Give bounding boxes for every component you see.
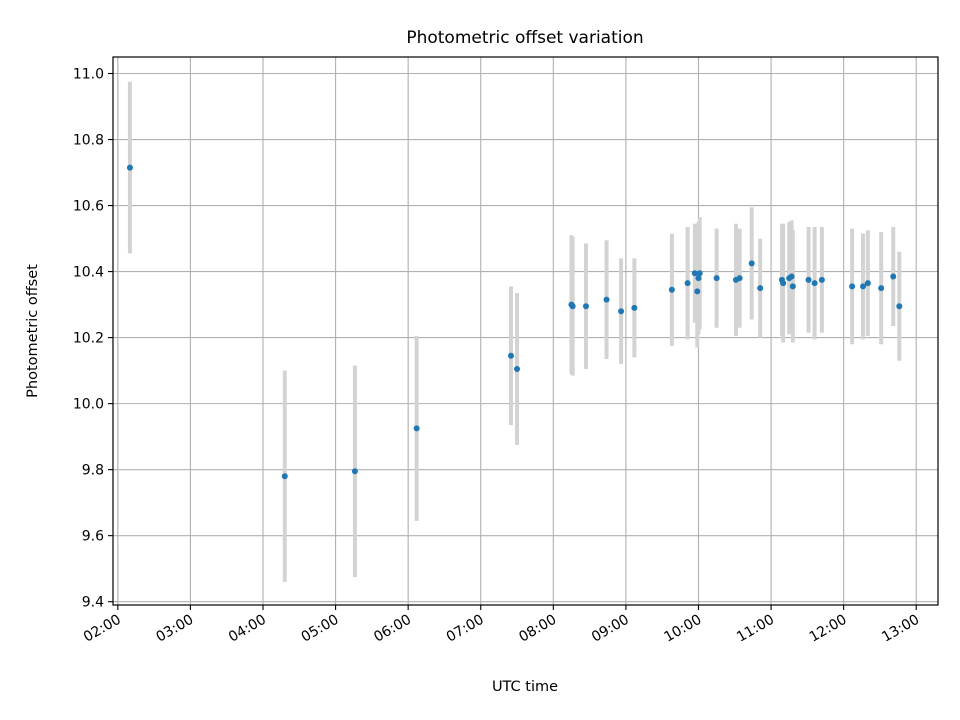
y-axis-label: Photometric offset: [25, 264, 41, 398]
y-axis: 9.4 9.6 9.8 10.0 10.2 10.4 10.6 10.8 11.0: [73, 67, 113, 611]
data-point: [789, 283, 796, 290]
data-point: [757, 285, 764, 292]
y-tick-label: 11.0: [73, 67, 104, 83]
y-tick-label: 9.6: [82, 529, 104, 545]
data-point: [413, 425, 420, 432]
data-point: [896, 303, 903, 310]
y-tick-label: 10.6: [73, 199, 104, 215]
data-point: [668, 286, 675, 293]
data-point: [569, 303, 576, 310]
data-point: [694, 288, 701, 295]
y-tick-label: 10.0: [73, 397, 104, 413]
y-tick-label: 10.8: [73, 133, 104, 149]
data-point: [126, 164, 133, 171]
data-point: [514, 365, 521, 372]
plot-frame: [112, 56, 939, 606]
data-point: [351, 468, 358, 475]
data-point: [780, 280, 787, 287]
data-point: [788, 273, 795, 280]
data-point: [736, 275, 743, 282]
data-point: [849, 283, 856, 290]
data-point: [631, 304, 638, 311]
data-point: [603, 296, 610, 303]
data-point: [860, 283, 866, 290]
data-point: [811, 280, 818, 287]
data-point: [805, 276, 812, 283]
data-point: [818, 276, 825, 283]
data-point: [878, 285, 885, 292]
y-tick-label: 9.8: [82, 463, 104, 479]
data-point: [890, 273, 897, 280]
chart-title: Photometric offset variation: [406, 28, 643, 48]
grid: [113, 57, 938, 605]
data-points: [126, 164, 903, 480]
data-point: [618, 308, 625, 315]
y-tick-label: 9.4: [82, 595, 104, 611]
data-point: [748, 260, 755, 267]
y-tick-label: 10.2: [73, 331, 104, 347]
data-point: [691, 270, 698, 277]
data-point: [582, 303, 589, 310]
data-point: [281, 473, 288, 480]
data-point: [695, 275, 702, 282]
data-point: [684, 280, 691, 287]
y-tick-label: 10.4: [73, 265, 104, 281]
data-point: [507, 352, 514, 359]
data-point: [864, 280, 871, 287]
data-point: [696, 270, 703, 277]
x-axis-label: UTC time: [492, 679, 558, 695]
data-point: [713, 275, 720, 282]
